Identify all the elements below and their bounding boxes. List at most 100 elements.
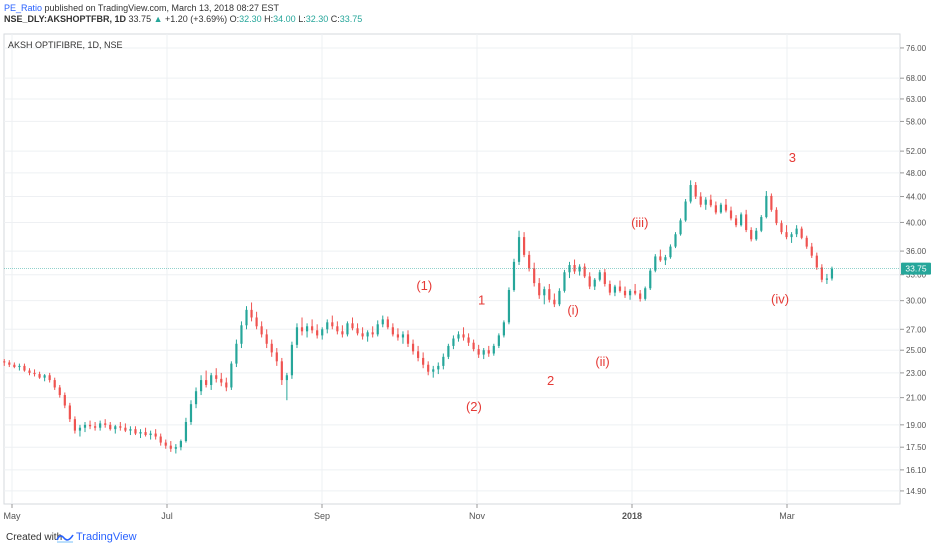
candle-body (371, 332, 374, 335)
tradingview-logo-icon[interactable] (56, 531, 74, 543)
wave-label: (2) (466, 399, 482, 414)
candle-body (114, 426, 117, 430)
y-tick-label: 76.00 (906, 44, 927, 53)
candle-body (270, 343, 273, 353)
candle-body (654, 256, 657, 271)
candle-body (311, 326, 314, 331)
candle-body (760, 217, 763, 231)
candle-body (139, 432, 142, 434)
candle-body (578, 266, 581, 272)
candle-body (78, 427, 82, 431)
candle-body (13, 364, 16, 368)
candle-body (169, 445, 172, 449)
grid-lines (4, 34, 900, 504)
candle-body (740, 214, 743, 226)
candle-body (326, 322, 329, 330)
y-tick-label: 58.00 (906, 117, 927, 126)
candle-body (442, 356, 445, 366)
candle-body (427, 364, 430, 372)
candle-body (432, 369, 435, 372)
candle-body (341, 331, 344, 335)
candle-body (795, 228, 798, 235)
candle-body (603, 272, 606, 284)
low-label: L: (298, 14, 306, 24)
candle-body (659, 256, 662, 261)
candle-body (482, 350, 485, 355)
y-tick-label: 36.00 (906, 247, 927, 256)
candle-body (719, 204, 723, 213)
candle-body (396, 334, 400, 338)
candle-body (765, 195, 768, 218)
y-tick-label: 27.00 (906, 325, 927, 334)
candles-layer (3, 180, 834, 454)
price-chart[interactable]: AKSH OPTIFIBRE, 1D, NSE (1) 1 (2) (i) 2 (ii) (… (0, 26, 932, 526)
candle-body (129, 429, 132, 431)
candle-body (109, 424, 112, 430)
candle-body (189, 404, 193, 422)
symbol-label: NSE_DLY:AKSHOPTFBR, 1D (4, 14, 127, 24)
candle-body (447, 345, 450, 357)
candle-body (351, 323, 354, 329)
chart-header: PE_Ratio published on TradingView.com, M… (0, 0, 932, 26)
candle-body (543, 289, 546, 296)
candle-body (618, 286, 622, 291)
candle-body (800, 228, 803, 238)
candle-body (48, 375, 51, 381)
y-tick-label: 23.00 (906, 369, 927, 378)
candle-body (215, 375, 218, 379)
candle-body (553, 299, 556, 305)
wave-label: (ii) (595, 354, 609, 369)
low-value: 32.30 (305, 14, 329, 24)
wave-label: 2 (547, 373, 554, 388)
x-tick-label: Sep (314, 511, 330, 521)
candle-body (321, 329, 324, 336)
candle-body (684, 201, 687, 221)
y-tick-label: 17.50 (906, 443, 927, 452)
candle-body (8, 362, 11, 365)
candle-body (689, 185, 692, 202)
candle-body (290, 344, 294, 376)
candle-body (23, 365, 26, 371)
candle-body (745, 214, 748, 231)
candle-body (134, 429, 137, 434)
candle-body (634, 290, 637, 294)
open-value: 32.30 (239, 14, 262, 24)
candle-body (386, 319, 389, 328)
candle-body (704, 199, 707, 205)
candle-body (714, 205, 717, 213)
candle-body (417, 351, 420, 358)
candle-body (669, 246, 672, 258)
candle-body (734, 218, 738, 226)
ohlc-line: NSE_DLY:AKSHOPTFBR, 1D 33.75 ▲ +1.20 (+3… (4, 14, 362, 24)
tradingview-brand[interactable]: TradingView (76, 531, 137, 543)
candle-body (28, 370, 31, 373)
candle-body (220, 378, 223, 383)
candle-body (815, 255, 818, 268)
candle-body (3, 361, 6, 363)
last-price-tag-label: 33.75 (905, 264, 927, 274)
candle-body (563, 272, 566, 291)
author-link[interactable]: PE_Ratio (4, 3, 43, 13)
created-with-text: Created with (6, 532, 63, 543)
candle-body (53, 380, 56, 388)
candle-body (144, 432, 147, 436)
candle-body (88, 424, 92, 427)
candle-body (194, 391, 198, 405)
price-axis[interactable]: 76.00 68.00 63.00 58.00 52.00 48.00 44.00 40.00… (900, 44, 927, 496)
candle-body (517, 237, 521, 262)
time-axis[interactable]: MayJulSepNov2018MarMayJulSepNov2019Mar (3, 504, 932, 521)
candle-body (260, 326, 263, 335)
candle-body (568, 265, 571, 273)
x-tick-label: May (3, 511, 21, 521)
candle-body (149, 433, 152, 436)
candle-body (452, 338, 455, 346)
candle-body (548, 289, 551, 300)
candle-body (724, 204, 728, 211)
close-value: 33.75 (339, 14, 363, 24)
candle-body (230, 363, 233, 388)
x-tick-label: Nov (469, 511, 486, 521)
candle-body (679, 220, 682, 235)
candle-body (285, 375, 288, 381)
open-label: O: (229, 14, 240, 24)
last-price-tag (901, 262, 931, 275)
